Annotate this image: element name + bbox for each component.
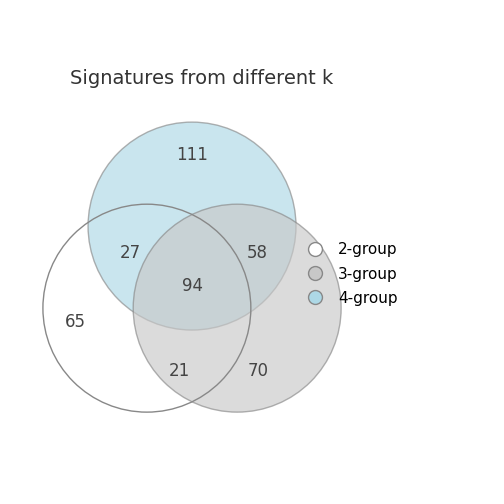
Text: 70: 70 [247, 362, 268, 380]
Circle shape [133, 204, 341, 412]
Text: 111: 111 [176, 146, 208, 164]
Text: 27: 27 [120, 244, 141, 263]
Text: 21: 21 [169, 362, 191, 380]
Title: Signatures from different k: Signatures from different k [70, 69, 333, 88]
Text: 65: 65 [65, 313, 86, 331]
Text: 94: 94 [181, 277, 203, 295]
Text: 58: 58 [247, 244, 268, 263]
Circle shape [88, 122, 296, 330]
Legend: 2-group, 3-group, 4-group: 2-group, 3-group, 4-group [293, 236, 404, 312]
